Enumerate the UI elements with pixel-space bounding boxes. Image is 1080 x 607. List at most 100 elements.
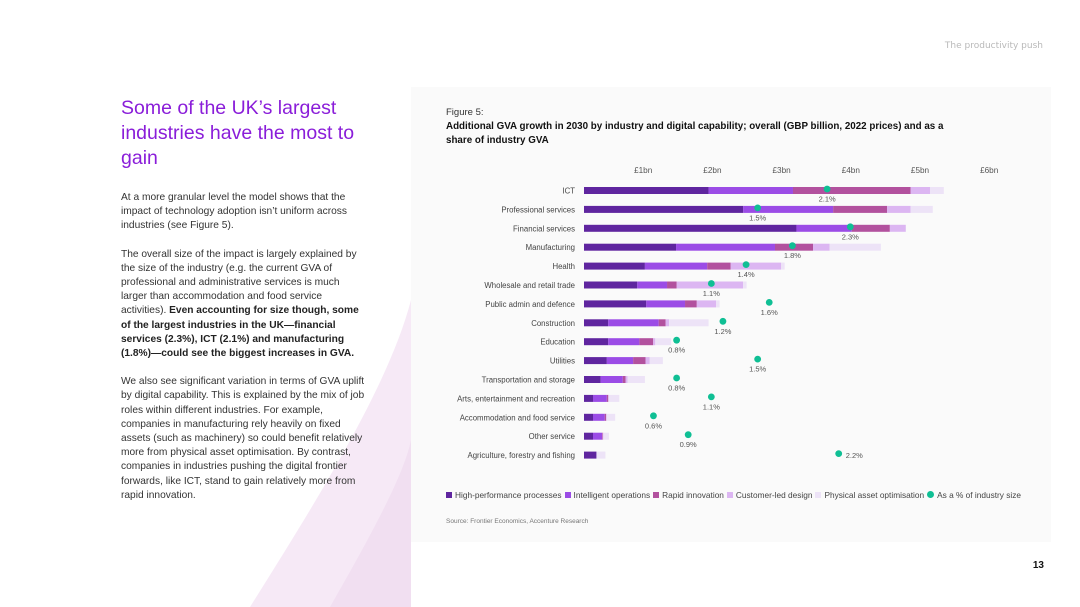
bar-pao-professional-services (910, 205, 933, 213)
bar-cld-transportation-and-storage (625, 376, 628, 383)
x-tick-label: £3bn (772, 166, 791, 175)
bar-io-health (644, 262, 708, 270)
legend-swatch-io (564, 492, 571, 498)
x-tick-label: £5bn (911, 166, 930, 175)
bar-hpp-other-service (584, 432, 593, 440)
bar-io-manufacturing (676, 243, 775, 251)
category-label-education: Education (540, 338, 575, 347)
chart-legend: High-performance processes Intelligent op… (446, 490, 1024, 500)
share-label-accommodation-and-food-service: 0.6% (645, 421, 662, 430)
x-tick-label: £1bn (634, 166, 653, 175)
bar-hpp-transportation-and-storage (584, 376, 601, 383)
bar-ri-transportation-and-storage (622, 376, 626, 383)
share-label-agriculture-forestry-and-fishing: 2.2% (846, 451, 863, 460)
share-label-professional-services: 1.5% (749, 213, 766, 222)
page-title: Some of the UK’s largest industries have… (121, 97, 355, 169)
bar-ri-other-service (601, 432, 603, 440)
bar-pao-transportation-and-storage (627, 376, 645, 383)
bar-io-professional-services (743, 205, 834, 213)
bar-pao-education (655, 338, 672, 346)
figure-source: Source: Frontier Economics, Accenture Re… (446, 518, 589, 525)
paragraph-2-bold: Even accounting for size though, some of… (121, 305, 359, 360)
category-label-ict: ICT (562, 187, 575, 196)
section-header: The productivity push (944, 41, 1043, 51)
legend-item-high-performance-processes: High-performance processes (446, 490, 562, 500)
share-label-transportation-and-storage: 0.8% (668, 384, 685, 393)
figure-title: Additional GVA growth in 2030 by industr… (446, 121, 944, 146)
category-label-construction: Construction (531, 319, 575, 328)
bar-pao-accommodation-and-food-service (606, 413, 616, 421)
bar-hpp-wholesale-and-retail-trade (584, 281, 638, 289)
category-label-utilities: Utilities (550, 357, 575, 366)
legend-item-as-a-of-industry-size: As a % of industry size (927, 490, 1021, 500)
bar-io-arts-entertainment-and-recreation (592, 394, 607, 402)
bar-cld-construction (665, 319, 670, 327)
bar-io-ict (708, 187, 793, 194)
paragraph-3: We also see significant variation in ter… (121, 376, 365, 501)
category-label-professional-services: Professional services (501, 205, 575, 214)
legend-label: As a % of industry size (937, 490, 1022, 500)
figure-label: Figure 5: (446, 107, 484, 118)
x-tick-label: £2bn (703, 166, 722, 175)
share-label-manufacturing: 1.8% (784, 251, 801, 260)
legend-swatch-cld (726, 492, 733, 498)
legend-item-physical-asset-optimisation: Physical asset optimisation (815, 490, 924, 500)
share-dot-other-service (684, 431, 692, 439)
body-text: At a more granular level the model shows… (121, 191, 366, 517)
category-label-manufacturing: Manufacturing (526, 243, 575, 252)
share-dot-construction (719, 317, 727, 325)
bar-cld-financial-services (889, 224, 906, 232)
bar-cld-health (730, 262, 782, 270)
share-label-financial-services: 2.3% (842, 232, 859, 241)
bar-ri-ict (792, 187, 911, 194)
bar-ri-professional-services (833, 205, 888, 213)
share-label-arts-entertainment-and-recreation: 1.1% (703, 402, 720, 411)
share-label-construction: 1.2% (714, 327, 731, 336)
paragraph-2-text: The overall size of the impact is largel… (121, 248, 357, 317)
share-dot-education (673, 336, 681, 344)
legend-label: High-performance processes (455, 490, 562, 500)
bar-pao-health (781, 262, 785, 270)
bar-pao-utilities (649, 357, 663, 365)
share-dot-professional-services (754, 204, 762, 212)
bar-io-construction (608, 319, 659, 327)
share-dot-arts-entertainment-and-recreation (707, 393, 715, 401)
x-tick-label: £4bn (842, 166, 861, 175)
bar-io-wholesale-and-retail-trade (637, 281, 668, 289)
category-label-arts-entertainment-and-recreation: Arts, entertainment and recreation (457, 394, 575, 403)
bar-cld-public-admin-and-defence (696, 300, 717, 308)
bar-pao-agriculture-forestry-and-fishing (596, 451, 606, 459)
share-label-health: 1.4% (738, 270, 755, 279)
bar-ri-construction (658, 319, 666, 327)
share-label-public-admin-and-defence: 1.6% (761, 308, 778, 317)
category-label-agriculture-forestry-and-fishing: Agriculture, forestry and fishing (468, 451, 575, 460)
category-label-health: Health (552, 262, 575, 271)
bar-pao-arts-entertainment-and-recreation (608, 394, 620, 402)
bar-hpp-manufacturing (584, 243, 677, 251)
legend-swatch-dot (927, 491, 935, 498)
bar-pao-other-service (603, 432, 609, 440)
category-label-wholesale-and-retail-trade: Wholesale and retail trade (484, 281, 575, 290)
bar-ri-health (707, 262, 731, 270)
paragraph-1: At a more granular level the model shows… (121, 192, 347, 232)
bar-hpp-accommodation-and-food-service (584, 413, 593, 421)
bar-hpp-public-admin-and-defence (584, 300, 647, 308)
share-label-utilities: 1.5% (749, 365, 766, 374)
bar-cld-professional-services (887, 205, 911, 213)
bar-cld-accommodation-and-food-service (606, 413, 607, 421)
bar-cld-utilities (645, 357, 650, 365)
bar-io-utilities (606, 357, 634, 365)
share-label-wholesale-and-retail-trade: 1.1% (703, 289, 720, 298)
figure-panel (411, 87, 1051, 542)
bar-io-public-admin-and-defence (646, 300, 686, 308)
bar-hpp-arts-entertainment-and-recreation (584, 394, 593, 402)
share-label-education: 0.8% (668, 346, 685, 355)
bar-cld-other-service (602, 432, 604, 440)
bar-pao-manufacturing (829, 243, 881, 251)
category-label-public-admin-and-defence: Public admin and defence (485, 300, 575, 309)
legend-swatch-hpp (446, 492, 452, 498)
share-dot-wholesale-and-retail-trade (707, 280, 715, 287)
bar-pao-ict (930, 187, 944, 194)
legend-label: Rapid innovation (662, 490, 724, 500)
